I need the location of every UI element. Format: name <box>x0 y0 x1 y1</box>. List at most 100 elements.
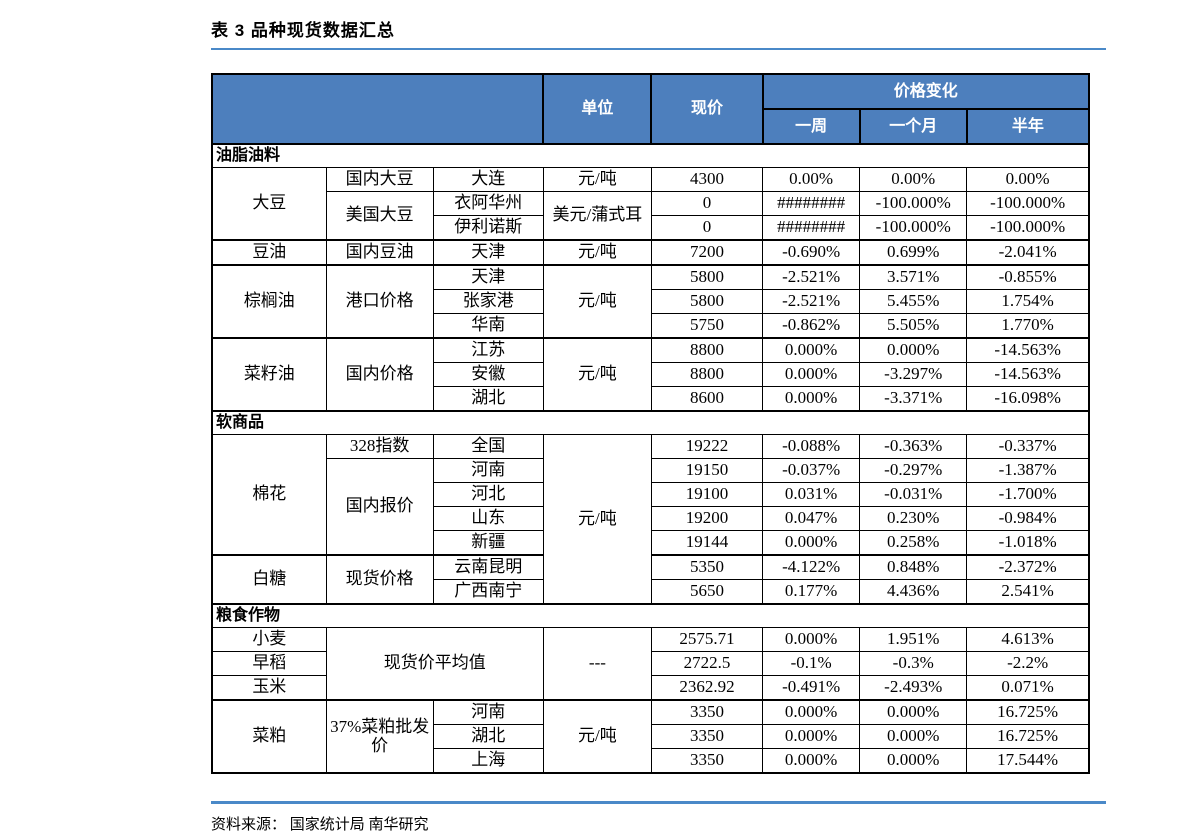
table-cell: -1.018% <box>966 530 1090 556</box>
table-cell: 0.177% <box>762 579 861 605</box>
table-cell: 山东 <box>432 506 544 531</box>
table-cell: 美元/蒲式耳 <box>542 191 652 241</box>
table-row: 小麦 现货价平均值 --- 2575.71 0.000% 1.951% 4.613% <box>211 627 1090 701</box>
table-cell: 0 <box>650 215 764 241</box>
table-cell: 0.000% <box>762 362 861 387</box>
table-cell: 5.505% <box>859 313 968 339</box>
table-cell: 0.000% <box>762 386 861 412</box>
table-row: 山东 19200 0.047% 0.230% -0.984% <box>212 506 1090 531</box>
table-cell: 2.541% <box>966 579 1090 605</box>
table-cell: 菜籽油 <box>211 337 327 412</box>
table-cell: -16.098% <box>966 386 1090 412</box>
table-cell: 元/吨 <box>542 434 652 605</box>
table-cell: 上海 <box>432 748 544 774</box>
table-cell: 小麦 <box>211 627 327 652</box>
table-cell: -4.122% <box>762 554 861 580</box>
table-cell: 0.000% <box>762 699 861 725</box>
table-cell: 0.000% <box>762 748 861 774</box>
table-cell: 菜粕 <box>211 699 327 774</box>
table-cell: 7200 <box>650 239 764 266</box>
header-cell <box>210 73 545 145</box>
section-label: 油脂油料 <box>211 143 1090 168</box>
table-cell: -14.563% <box>966 337 1090 363</box>
table-cell: 江苏 <box>432 337 544 363</box>
table-row: 安徽 8800 0.000% -3.297% -14.563% <box>212 362 1090 387</box>
table-cell: -0.855% <box>966 264 1090 290</box>
table-cell: 1.754% <box>966 289 1090 314</box>
table-cell: 美国大豆 <box>325 191 434 241</box>
table-cell: 元/吨 <box>542 699 652 774</box>
table-cell: 17.544% <box>966 748 1090 774</box>
table-cell: 16.725% <box>966 699 1090 725</box>
section-row: 粮食作物 <box>211 603 1090 628</box>
table-cell: 0.699% <box>859 239 968 266</box>
header-cell: 现价 <box>650 73 764 145</box>
table-cell: 现货价平均值 <box>325 627 544 701</box>
table-cell: 棕榈油 <box>211 264 327 339</box>
table-cell: 4300 <box>650 167 764 192</box>
table-cell: 0.000% <box>859 337 968 363</box>
table-cell: 国内价格 <box>325 337 434 412</box>
table-cell: -2.493% <box>859 675 968 701</box>
section-row: 油脂油料 <box>211 143 1090 168</box>
table-cell: 5350 <box>650 554 764 580</box>
table-row: 湖北 3350 0.000% 0.000% 16.725% <box>212 724 1090 749</box>
table-cell: 0.071% <box>966 675 1090 701</box>
table-row: 上海 3350 0.000% 0.000% 17.544% <box>212 748 1090 774</box>
spot-price-table-body: 单位 现价 价格变化 一周 一个月 半年 油脂油料 大豆 国内大豆 大连 元/吨 4300 0.00% 0… <box>210 73 1091 774</box>
table-cell: 0.000% <box>859 724 968 749</box>
table-row: 菜籽油 国内价格 江苏 元/吨 8800 0.000% 0.000% -14.563% <box>211 337 1090 412</box>
table-row: 湖北 8600 0.000% -3.371% -16.098% <box>212 386 1090 412</box>
table-cell: -1.700% <box>966 482 1090 507</box>
table-cell: ######## <box>762 215 861 241</box>
table-cell: -2.2% <box>966 651 1090 676</box>
table-cell: -2.041% <box>966 239 1090 266</box>
table-cell: 3.571% <box>859 264 968 290</box>
table-cell: 国内报价 <box>325 458 434 556</box>
table-cell: 5650 <box>650 579 764 605</box>
table-row: 美国大豆 衣阿华州 美元/蒲式耳 0 ######## -100.000% -100.000… <box>212 191 1090 241</box>
table-cell: 19100 <box>650 482 764 507</box>
table-cell: 3350 <box>650 699 764 725</box>
table-cell: ######## <box>762 191 861 216</box>
header-cell: 半年 <box>965 108 1091 145</box>
section-label: 粮食作物 <box>211 603 1090 628</box>
table-cell: -0.1% <box>762 651 861 676</box>
table-cell: 湖北 <box>432 386 544 412</box>
table-cell: 8600 <box>650 386 764 412</box>
table-cell: 8800 <box>650 362 764 387</box>
table-cell: 0.000% <box>762 724 861 749</box>
table-cell: -14.563% <box>966 362 1090 387</box>
table-cell: 元/吨 <box>542 239 652 266</box>
table-cell: 5750 <box>650 313 764 339</box>
footer-rule <box>211 801 1106 804</box>
table-cell: 元/吨 <box>542 337 652 412</box>
table-cell: 0.047% <box>762 506 861 531</box>
table-cell: -0.031% <box>859 482 968 507</box>
table-cell: -100.000% <box>859 191 968 216</box>
table-cell: 0.258% <box>859 530 968 556</box>
table-cell: -3.297% <box>859 362 968 387</box>
table-cell: 1.951% <box>859 627 968 652</box>
table-cell: 伊利诺斯 <box>432 215 544 241</box>
table-cell: --- <box>542 627 652 701</box>
table-cell: 安徽 <box>432 362 544 387</box>
table-cell: 4.436% <box>859 579 968 605</box>
table-row: 棕榈油 港口价格 天津 元/吨 5800 -2.521% 3.571% -0.855% <box>211 264 1090 339</box>
table-cell: 大连 <box>432 167 544 192</box>
table-cell: -0.297% <box>859 458 968 483</box>
table-cell: -100.000% <box>859 215 968 241</box>
header-cell: 价格变化 <box>761 73 1091 110</box>
table-cell: -0.037% <box>762 458 861 483</box>
section-row: 软商品 <box>211 410 1090 435</box>
table-cell: 0.848% <box>859 554 968 580</box>
table-cell: 8800 <box>650 337 764 363</box>
table-cell: 19144 <box>650 530 764 556</box>
table-cell: -0.984% <box>966 506 1090 531</box>
header-cell: 单位 <box>542 73 653 145</box>
table-cell: 0.230% <box>859 506 968 531</box>
table-cell: 0.031% <box>762 482 861 507</box>
table-cell: 港口价格 <box>325 264 434 339</box>
table-row: 河北 19100 0.031% -0.031% -1.700% <box>212 482 1090 507</box>
table-cell: 天津 <box>432 239 544 266</box>
